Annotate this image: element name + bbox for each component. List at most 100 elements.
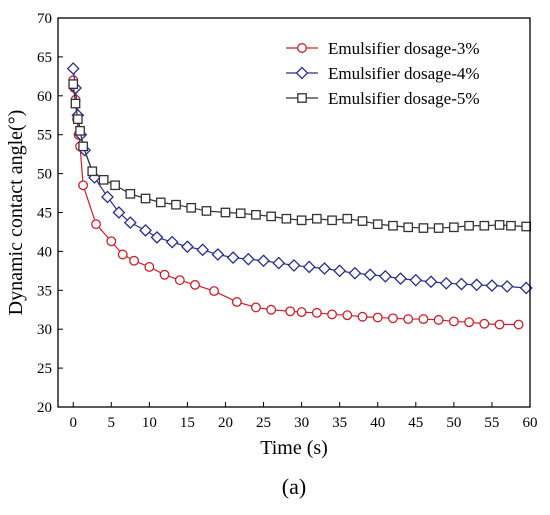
data-point: [394, 272, 407, 286]
plot-marks: [66, 62, 533, 330]
y-tick-label: 35: [37, 283, 52, 299]
data-point: [372, 219, 383, 230]
panel-label: (a): [282, 474, 306, 499]
y-tick-label: 55: [37, 128, 52, 144]
series-1: [68, 75, 524, 330]
data-point: [418, 223, 429, 233]
data-point: [150, 230, 164, 244]
data-point: [209, 286, 220, 297]
y-tick-label: 50: [37, 167, 52, 183]
legend-label: Emulsifier dosage-5%: [328, 89, 480, 108]
data-point: [342, 213, 353, 224]
data-point: [112, 206, 126, 219]
data-point: [241, 252, 255, 266]
data-point: [91, 219, 102, 230]
data-point: [433, 314, 444, 325]
data-point: [266, 211, 277, 222]
x-tick-label: 0: [69, 415, 77, 431]
data-point: [226, 251, 240, 265]
data-point: [363, 268, 377, 282]
data-point: [296, 307, 307, 318]
data-point: [448, 316, 459, 327]
legend-marker: [295, 66, 309, 80]
data-point: [129, 255, 140, 266]
data-point: [372, 312, 383, 323]
legend-label: Emulsifier dosage-3%: [328, 39, 480, 58]
legend: Emulsifier dosage-3% Emulsifier dosage-4%…: [286, 39, 480, 108]
x-tick-label: 60: [523, 415, 538, 431]
data-point: [302, 260, 316, 274]
data-point: [285, 306, 296, 317]
data-point: [123, 216, 137, 230]
data-point: [201, 206, 212, 216]
data-point: [144, 262, 155, 272]
x-tick-label: 20: [218, 415, 233, 431]
data-point: [318, 262, 331, 275]
data-point: [388, 220, 398, 231]
data-point: [272, 256, 286, 270]
x-tick-label: 40: [370, 415, 385, 431]
data-point: [139, 223, 152, 237]
data-point: [311, 307, 322, 318]
data-point: [75, 125, 85, 136]
data-point: [513, 319, 524, 330]
x-tick-label: 10: [142, 415, 157, 431]
data-point: [125, 188, 136, 199]
data-point: [494, 220, 505, 230]
y-axis: 20 25 30 35 40 45 50 55 60 65 70: [37, 11, 63, 416]
data-point: [500, 279, 514, 293]
data-point: [106, 236, 117, 247]
data-point: [449, 222, 459, 233]
data-point: [101, 190, 114, 204]
x-tick-label: 50: [446, 415, 461, 431]
data-point: [281, 213, 292, 224]
data-point: [174, 275, 185, 286]
data-point: [98, 174, 109, 185]
data-point: [68, 79, 79, 89]
x-tick-label: 15: [180, 415, 195, 431]
data-point: [87, 166, 98, 177]
data-point: [78, 141, 88, 152]
data-point: [479, 220, 490, 231]
y-tick-label: 20: [37, 400, 52, 416]
data-point: [117, 249, 128, 260]
data-point: [110, 180, 120, 191]
data-point: [409, 273, 423, 287]
x-tick-label: 55: [484, 415, 499, 431]
data-point: [357, 216, 368, 226]
data-point: [464, 220, 474, 231]
x-tick-label: 35: [332, 415, 347, 431]
data-point: [327, 215, 337, 226]
y-tick-label: 45: [37, 206, 52, 222]
data-point: [506, 220, 516, 231]
data-point: [196, 243, 210, 257]
data-point: [464, 317, 475, 328]
data-point: [287, 258, 301, 272]
data-point: [72, 114, 83, 124]
legend-label: Emulsifier dosage-4%: [328, 64, 480, 83]
data-point: [190, 279, 200, 290]
data-point: [159, 269, 170, 280]
x-axis: 0 5 10 15 20 25 30 35 40 45 50 55 60: [69, 402, 538, 431]
data-point: [433, 223, 444, 233]
data-point: [327, 309, 338, 320]
data-point: [521, 221, 532, 232]
y-tick-label: 30: [37, 322, 52, 338]
data-point: [470, 278, 484, 292]
data-point: [140, 193, 151, 204]
series-2: [66, 62, 533, 295]
data-point: [311, 213, 322, 224]
data-point: [155, 197, 166, 208]
data-point: [439, 276, 453, 290]
data-point: [235, 208, 246, 219]
y-tick-label: 65: [37, 50, 52, 66]
data-point: [455, 277, 468, 291]
data-point: [388, 313, 398, 324]
data-point: [231, 297, 242, 307]
data-point: [171, 199, 181, 210]
data-point: [78, 180, 89, 191]
y-tick-label: 40: [37, 244, 52, 260]
data-point: [403, 314, 414, 325]
data-point: [250, 302, 261, 313]
